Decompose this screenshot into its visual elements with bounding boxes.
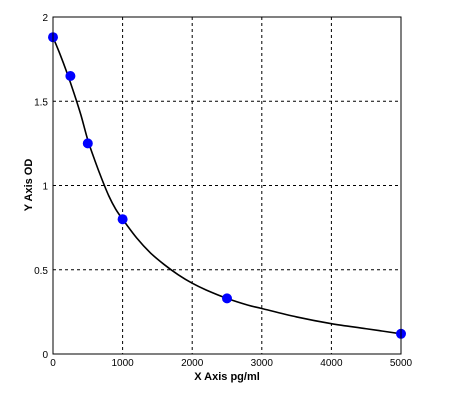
x-tick-label: 0 bbox=[50, 358, 56, 369]
x-tick-label: 3000 bbox=[251, 358, 274, 369]
y-tick-label: 0 bbox=[42, 350, 48, 361]
data-point bbox=[82, 138, 93, 149]
grid-layer bbox=[53, 17, 401, 354]
fit-curve-layer bbox=[52, 36, 402, 335]
y-tick-label: 2 bbox=[42, 13, 48, 24]
x-tick-label: 2000 bbox=[181, 358, 204, 369]
x-axis-label: X Axis pg/ml bbox=[194, 371, 260, 383]
x-tick-label: 4000 bbox=[320, 358, 343, 369]
x-tick-label: 5000 bbox=[390, 358, 413, 369]
y-tick-label: 0.5 bbox=[34, 266, 48, 277]
data-point bbox=[65, 70, 76, 81]
x-tick-label: 1000 bbox=[111, 358, 134, 369]
y-tick-label: 1 bbox=[42, 182, 48, 193]
plot-frame bbox=[52, 16, 402, 355]
data-point bbox=[222, 293, 232, 304]
y-axis-label: Y Axis OD bbox=[23, 159, 35, 212]
tick-labels-layer: 0 1000 2000 3000 4000 5000 0 0.5 1 1.5 2 bbox=[34, 13, 412, 369]
fit-curve-line bbox=[52, 36, 402, 335]
y-tick-label: 1.5 bbox=[34, 97, 48, 108]
data-point bbox=[117, 214, 128, 225]
